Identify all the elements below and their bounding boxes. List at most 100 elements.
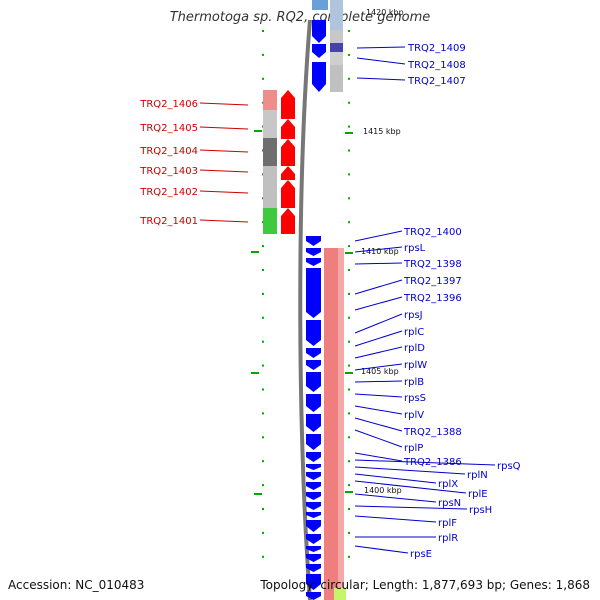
cog-color-block — [263, 166, 277, 208]
gene-label: rplP — [404, 443, 423, 454]
gene-label: rplD — [404, 343, 425, 354]
tick-mark — [262, 316, 264, 319]
label-leader-line — [354, 429, 403, 448]
gene-label: TRQ2_1400 — [403, 227, 462, 238]
page-title: Thermotoga sp. RQ2, complete genome — [169, 10, 431, 25]
gene-arrow-reverse — [306, 592, 321, 600]
gene-label: rplV — [404, 410, 424, 421]
cog-color-block — [330, 0, 343, 30]
gene-arrow-reverse — [306, 268, 321, 318]
gene-label: TRQ2_1406 — [139, 99, 198, 110]
label-leader-line — [354, 380, 403, 383]
gene-arrow-reverse — [306, 492, 321, 500]
tick-mark — [348, 269, 350, 271]
label-leader-line — [199, 190, 249, 194]
tick-mark — [348, 531, 350, 534]
gene-arrow-reverse — [306, 372, 321, 392]
tick-mark — [262, 30, 264, 32]
cog-color-block — [334, 588, 346, 600]
gene-arrow-reverse — [306, 554, 321, 562]
major-tick-mark — [254, 493, 262, 495]
gene-arrow-reverse — [306, 512, 321, 518]
tick-mark — [348, 77, 350, 80]
gene-label: rplE — [468, 489, 488, 500]
gene-label: TRQ2_1401 — [139, 216, 198, 227]
tick-mark — [262, 412, 264, 415]
gene-label: rplC — [404, 327, 424, 338]
label-leader-line — [354, 262, 403, 265]
cog-color-block — [330, 65, 343, 92]
kbp-label: 1410 kbp — [361, 247, 399, 256]
gene-arrow-reverse — [312, 20, 326, 43]
label-leader-line — [354, 459, 496, 466]
gene-arrow-forward — [281, 139, 295, 166]
tick-mark — [262, 77, 264, 80]
cog-color-block — [263, 110, 277, 138]
label-leader-line — [199, 126, 249, 130]
tick-mark — [348, 173, 350, 176]
tick-mark — [348, 388, 350, 391]
tick-mark — [348, 221, 350, 224]
label-leader-line — [354, 363, 403, 371]
gene-label: TRQ2_1397 — [403, 276, 462, 287]
major-tick-mark — [251, 251, 259, 253]
gene-arrow-reverse — [306, 574, 321, 590]
label-leader-line — [354, 330, 403, 347]
gene-arrow-reverse — [306, 248, 321, 256]
gene-label: TRQ2_1396 — [403, 293, 462, 304]
label-leader-line — [354, 452, 403, 462]
gene-label: TRQ2_1404 — [139, 146, 198, 157]
gene-label: rpsS — [404, 393, 426, 404]
label-leader-line — [354, 313, 403, 334]
tick-mark — [262, 531, 264, 534]
tick-mark — [348, 508, 350, 510]
gene-arrow-reverse — [306, 236, 321, 246]
label-leader-line — [354, 515, 437, 523]
tick-mark — [348, 125, 350, 128]
major-tick-mark — [345, 372, 353, 374]
label-leader-line — [356, 57, 406, 65]
gene-label: rplF — [438, 518, 457, 529]
label-leader-line — [356, 46, 406, 49]
gene-label: TRQ2_1409 — [407, 43, 466, 54]
gene-label: TRQ2_1403 — [139, 166, 198, 177]
label-leader-line — [354, 279, 403, 295]
tick-mark — [262, 508, 264, 510]
gene-label: rpsL — [404, 243, 426, 254]
gene-label: rplB — [404, 377, 424, 388]
tick-mark — [348, 484, 350, 487]
label-leader-line — [354, 473, 437, 484]
tick-mark — [262, 388, 264, 391]
cog-color-strip-edge — [338, 248, 344, 600]
gene-arrow-reverse — [306, 360, 321, 370]
gene-arrow-reverse — [312, 0, 328, 10]
cog-color-block — [330, 43, 343, 52]
tick-mark — [348, 316, 350, 319]
gene-arrow-reverse — [306, 502, 321, 510]
tick-mark — [262, 484, 264, 487]
label-leader-line — [199, 102, 249, 106]
major-tick-mark — [345, 491, 353, 493]
label-leader-line — [354, 246, 403, 253]
gene-arrow-reverse — [312, 44, 326, 58]
gene-label: rpsJ — [404, 310, 423, 321]
tick-mark — [348, 555, 350, 558]
major-tick-mark — [345, 252, 353, 254]
major-tick-mark — [345, 132, 353, 134]
gene-arrow-reverse — [306, 546, 321, 552]
kbp-label: 1420 kbp — [366, 8, 404, 17]
gene-arrow-reverse — [306, 472, 321, 480]
label-leader-line — [354, 393, 403, 398]
gene-arrow-reverse — [306, 464, 321, 470]
tick-mark — [348, 245, 350, 248]
tick-mark — [262, 364, 264, 367]
tick-mark — [348, 101, 350, 104]
tick-mark — [348, 292, 350, 295]
label-leader-line — [354, 466, 466, 475]
tick-mark — [262, 269, 264, 271]
label-leader-line — [354, 480, 467, 494]
gene-arrow-forward — [281, 90, 295, 119]
gene-arrow-reverse — [306, 414, 321, 432]
tick-mark — [262, 245, 264, 248]
